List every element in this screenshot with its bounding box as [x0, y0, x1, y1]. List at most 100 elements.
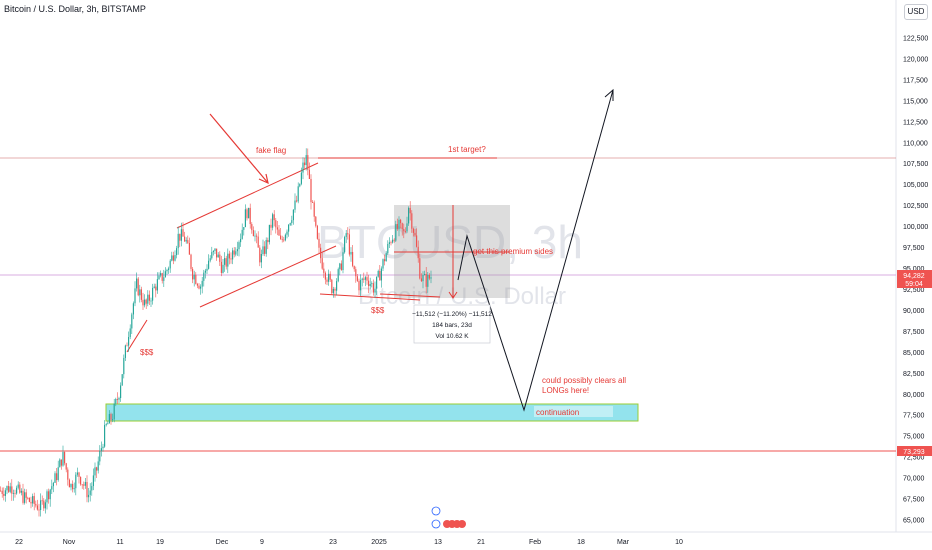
candle-body	[283, 239, 285, 241]
candle-body	[152, 287, 154, 301]
candle-body	[96, 467, 98, 471]
candle-body	[248, 207, 250, 219]
candle-body	[294, 200, 296, 210]
candle-body	[260, 254, 262, 263]
candle-body	[19, 484, 21, 493]
countdown-value: 59:04	[905, 281, 923, 288]
candle-body	[408, 207, 410, 224]
candle-body	[145, 299, 147, 304]
candle-body	[385, 253, 387, 262]
price-tick-label: 70,000	[903, 476, 925, 483]
candle-body	[368, 280, 370, 287]
candle-body	[206, 268, 208, 271]
price-tick-label: 92,500	[903, 287, 925, 294]
price-tick-label: 115,000	[903, 98, 928, 105]
time-tick-label: 21	[477, 539, 485, 546]
price-tick-label: 72,500	[903, 455, 925, 462]
candle-body	[371, 283, 373, 285]
candle-body	[420, 278, 422, 282]
candle-body	[179, 233, 181, 241]
candle-body	[350, 251, 352, 255]
candle-body	[409, 207, 411, 214]
candle-body	[278, 229, 280, 236]
candle-body	[329, 273, 331, 280]
candle-body	[168, 268, 170, 270]
time-tick-label: 13	[434, 539, 442, 546]
dividend-icon[interactable]	[431, 519, 441, 529]
candle-body	[238, 242, 240, 250]
candle-body	[304, 162, 306, 166]
price-tick-label: 95,000	[903, 266, 925, 273]
candle-body	[14, 492, 16, 494]
candle-body	[195, 274, 197, 284]
candle-body	[80, 476, 82, 485]
candle-body	[384, 259, 386, 262]
candle-body	[379, 271, 381, 281]
time-tick-label: 10	[675, 539, 683, 546]
candle-body	[345, 233, 347, 238]
measure-arrowhead	[448, 291, 458, 299]
price-tick-label: 122,500	[903, 36, 928, 43]
candle-body	[180, 229, 182, 241]
candle-body	[307, 155, 309, 170]
candle-body	[148, 294, 150, 301]
candle-body	[92, 475, 94, 487]
time-axis[interactable]: 22 Nov 11 19 Dec 9 23 2025 13 21 Feb 18 Mar 10	[15, 539, 683, 546]
flag-upper-line[interactable]	[176, 162, 319, 229]
candle-body	[108, 414, 110, 424]
candle-body	[267, 240, 269, 243]
candle-body	[142, 299, 144, 306]
candle-body	[417, 246, 419, 259]
candle-body	[288, 224, 290, 232]
premium-label: get this premium sides	[473, 247, 553, 256]
candle-body	[72, 483, 74, 490]
candle-body	[262, 246, 264, 255]
candle-body	[43, 500, 45, 509]
flag-lower-line[interactable]	[199, 245, 337, 308]
candle-body	[99, 451, 101, 462]
currency-button[interactable]: USD	[904, 4, 928, 20]
flag-icons[interactable]	[443, 520, 466, 528]
candle-body	[201, 280, 203, 287]
price-tick-label: 77,500	[903, 413, 925, 420]
candle-body	[172, 255, 174, 261]
candle-body	[297, 186, 299, 202]
price-tick-label: 80,000	[903, 392, 925, 399]
candle-body	[214, 248, 216, 251]
candle-body	[404, 231, 406, 232]
candle-body	[251, 224, 253, 231]
price-tick-label: 65,000	[903, 518, 925, 525]
continuation-zone[interactable]	[105, 403, 639, 422]
candle-body	[396, 224, 398, 229]
candle-body	[164, 271, 166, 278]
candle-body	[380, 268, 382, 281]
candle-body	[352, 251, 354, 266]
candle-body	[136, 278, 138, 289]
candle-body	[129, 328, 131, 338]
sweep-line-3[interactable]	[379, 293, 441, 298]
candle-body	[244, 209, 246, 228]
candle-body	[100, 448, 102, 452]
price-tick-label: 82,500	[903, 371, 925, 378]
candle-body	[227, 253, 229, 267]
candle-body	[107, 423, 109, 425]
candle-body	[428, 274, 430, 279]
candle-body	[281, 239, 283, 240]
candle-body	[0, 490, 2, 492]
candle-body	[32, 496, 34, 504]
candle-body	[28, 497, 30, 502]
sweep-line-1[interactable]	[126, 319, 148, 353]
fake-flag-arrow[interactable]	[209, 113, 269, 184]
candle-body	[401, 223, 403, 230]
candle-body	[190, 254, 192, 269]
projection-path[interactable]	[457, 89, 614, 412]
candle-body	[160, 273, 162, 276]
price-axis[interactable]: 65,000 67,500 70,000 72,500 75,000 77,500 80,0…	[903, 36, 928, 525]
time-tick-label: Dec	[216, 539, 229, 546]
candle-body	[312, 202, 314, 203]
candle-body	[35, 503, 37, 506]
first-target-label: 1st target?	[448, 145, 486, 154]
candle-body	[308, 169, 310, 180]
event-icon[interactable]	[431, 506, 441, 516]
